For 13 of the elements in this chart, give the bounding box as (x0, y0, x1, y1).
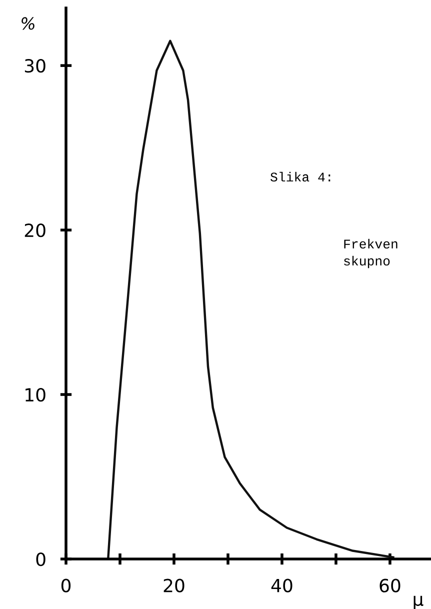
annotation: Slika 4: (270, 172, 330, 182)
x-tick-label: 0 (61, 578, 71, 592)
y-tick-label: 0 (36, 552, 46, 566)
y-tick-label: 10 (26, 388, 46, 402)
annotation: skupno (344, 256, 390, 268)
x-axis-title: μ (414, 596, 424, 609)
y-tick-label: 30 (24, 59, 46, 73)
annotation: Frekven (344, 238, 398, 249)
x-tick-label: 20 (164, 578, 184, 592)
x-tick-label: 60 (380, 578, 400, 592)
y-axis-title: % (22, 17, 34, 30)
x-tick-label: 40 (271, 578, 292, 592)
y-tick-label: 20 (24, 224, 46, 238)
